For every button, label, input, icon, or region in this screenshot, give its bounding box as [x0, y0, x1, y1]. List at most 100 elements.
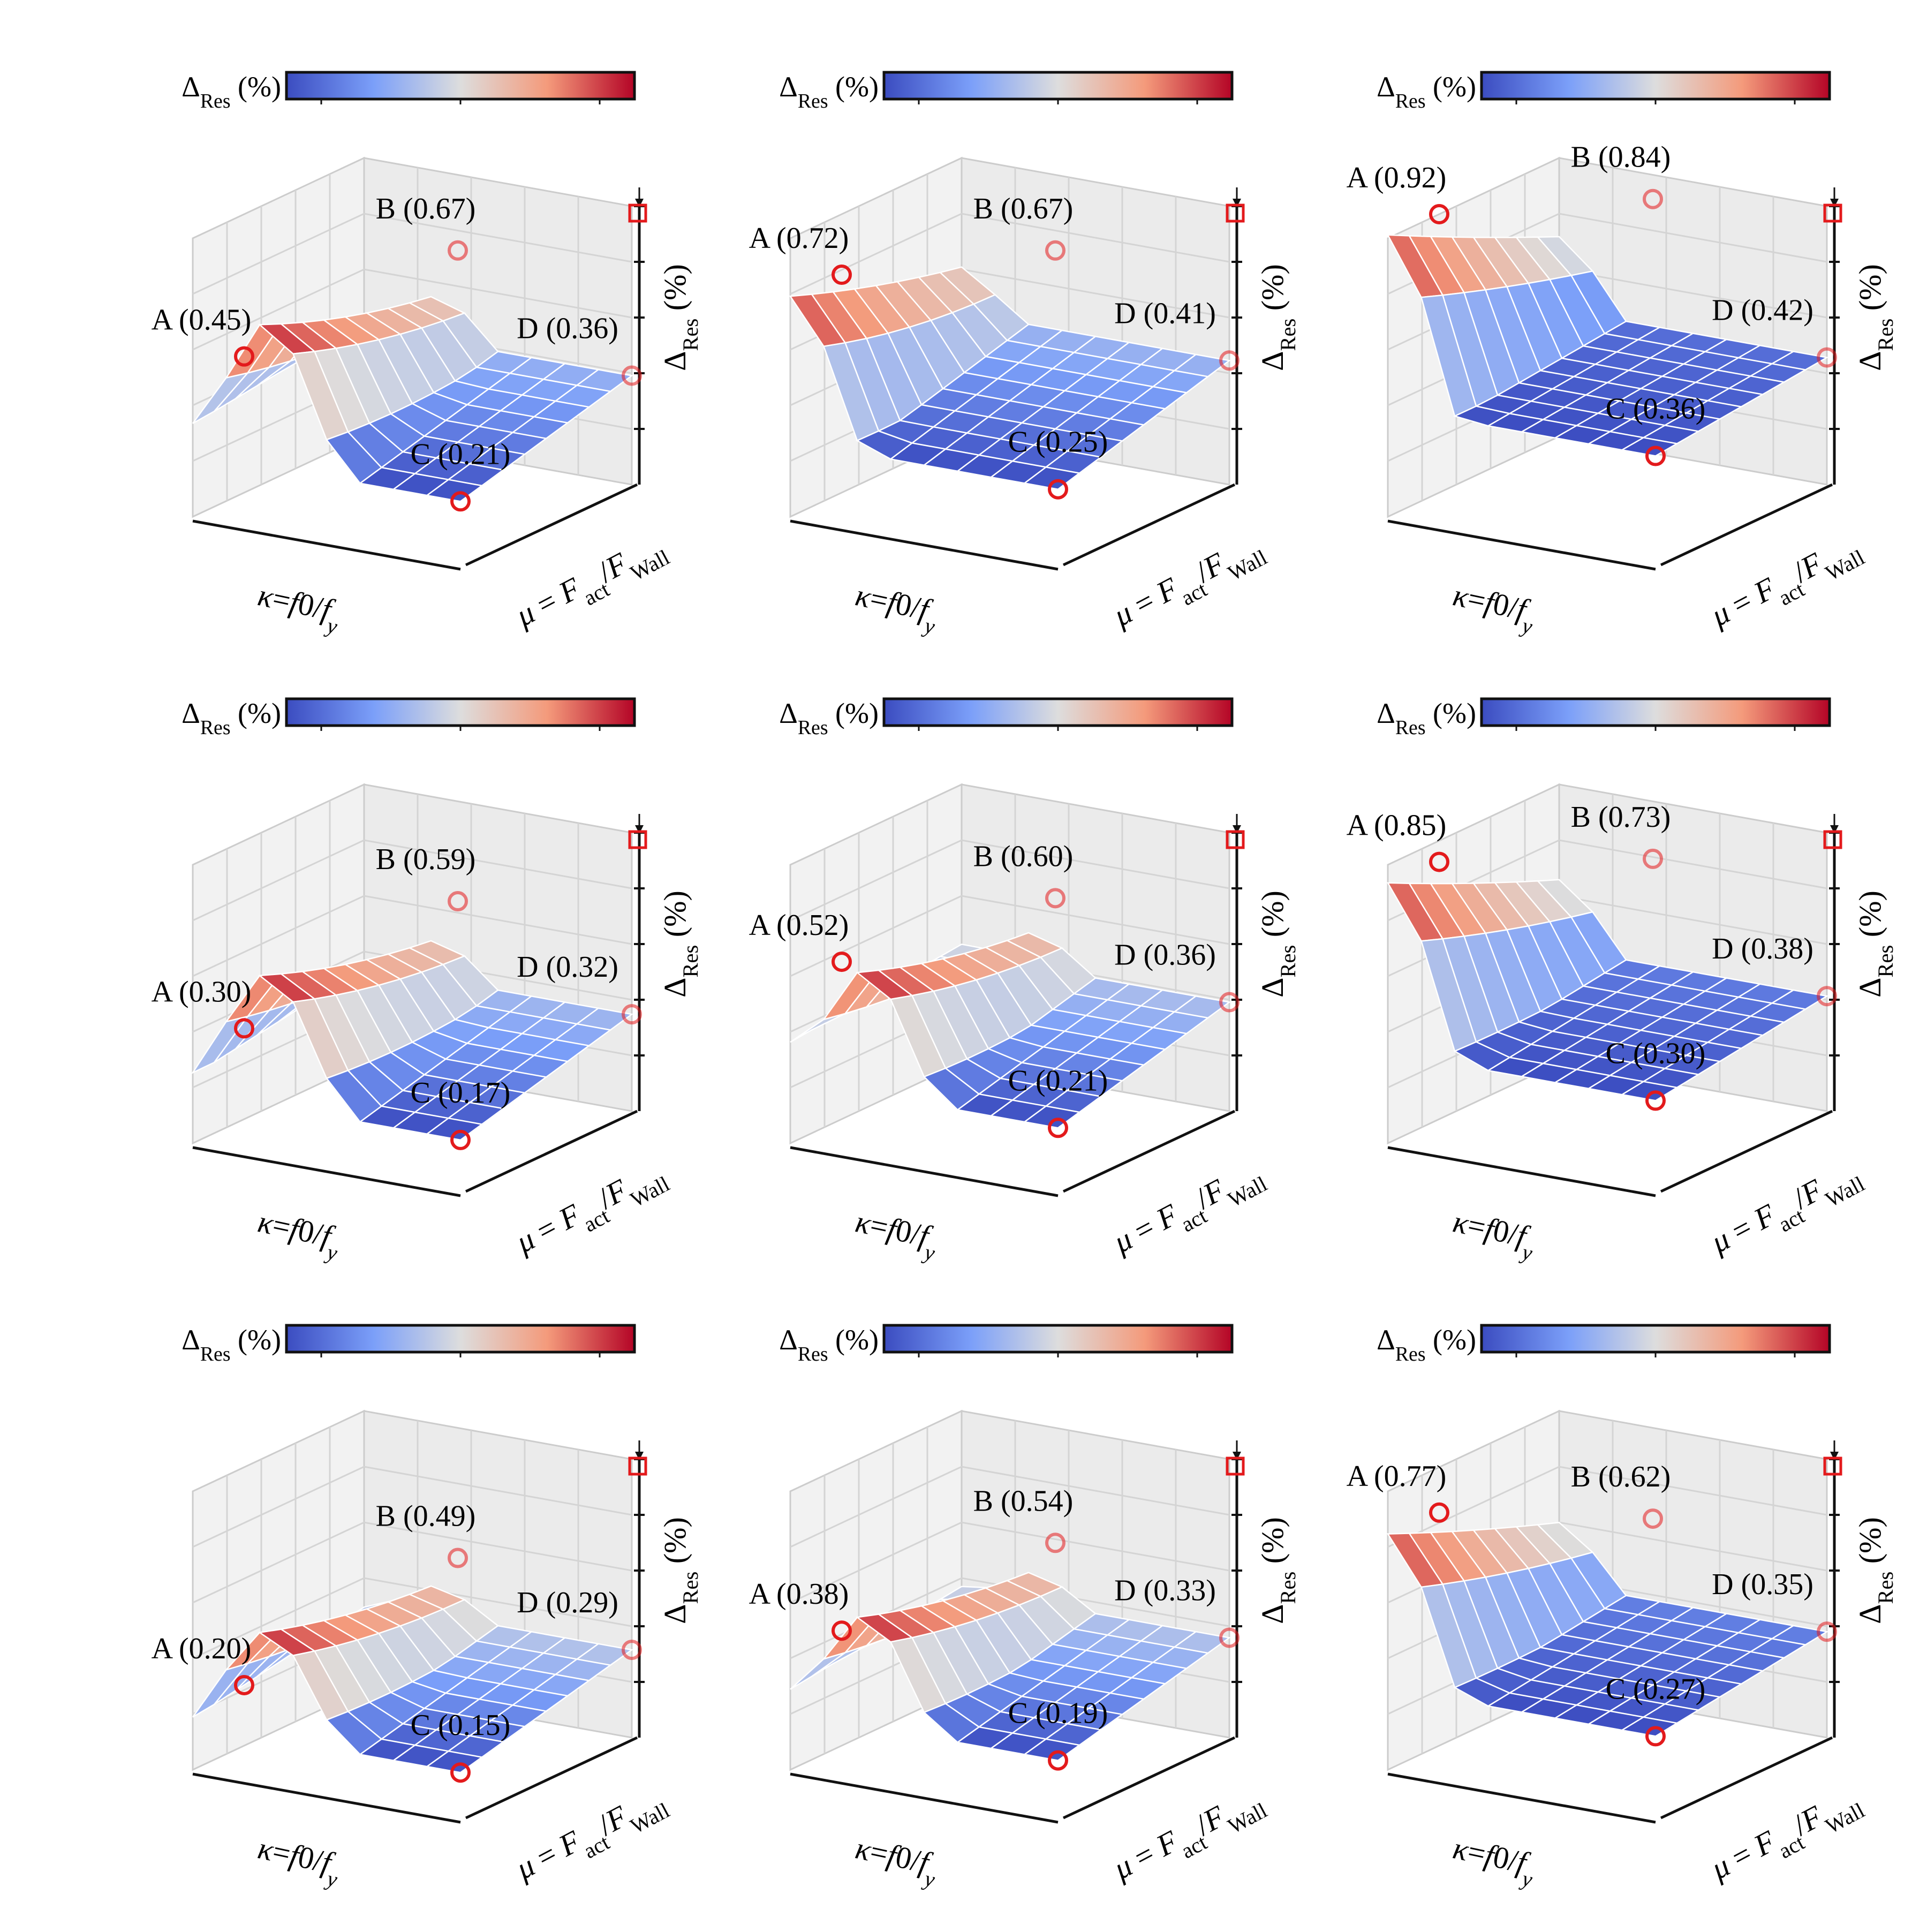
z-axis-label: ΔRes (%)	[1255, 264, 1300, 371]
z-axis-label: ΔRes (%)	[658, 890, 702, 998]
annotation-b: B (0.73)	[1571, 801, 1671, 834]
marker-d	[1817, 986, 1837, 1007]
colorbar	[285, 71, 636, 101]
mu-axis-line	[465, 483, 638, 567]
marker-c	[450, 1762, 471, 1783]
annotation-b: B (0.84)	[1571, 141, 1671, 174]
grid-line	[790, 1466, 1230, 1548]
annotation-c: C (0.25)	[1008, 426, 1108, 459]
surface-patch	[425, 479, 484, 502]
colorbar-label: ΔRes (%)	[779, 71, 879, 112]
max-marker-square	[1226, 203, 1245, 223]
marker-d	[622, 1004, 642, 1025]
z-axis-label: ΔRes (%)	[1853, 264, 1898, 371]
marker-c	[1048, 1118, 1068, 1138]
kappa-axis-label: κ=f0/fy	[253, 1204, 344, 1265]
kappa-axis-line	[790, 519, 1059, 571]
panel-a: ΔRes (%) κ=f0/fy μ = Fact/FWall ΔRes (%) A (…	[152, 71, 702, 642]
marker-c	[1645, 1726, 1666, 1747]
colorbar	[285, 697, 636, 727]
mu-axis-line	[1062, 1110, 1236, 1193]
grid-line	[192, 213, 632, 295]
colorbar	[882, 71, 1234, 101]
marker-b	[1643, 848, 1663, 869]
annotation-a: A (0.72)	[749, 222, 849, 255]
marker-b	[448, 240, 468, 261]
marker-c	[1645, 1090, 1666, 1111]
annotation-d: D (0.35)	[1712, 1568, 1813, 1601]
panel-g: ΔRes (%) κ=f0/fy μ = Fact/FWall ΔRes (%) A (…	[152, 1324, 702, 1892]
surface	[191, 940, 634, 1141]
annotation-c: C (0.30)	[1606, 1037, 1706, 1070]
annotation-a: A (0.85)	[1347, 809, 1447, 842]
mu-axis-label: μ = Fact/FWall	[1107, 1779, 1271, 1895]
mu-axis-label: μ = Fact/FWall	[1705, 526, 1869, 642]
z-top-arrowhead	[1233, 825, 1241, 834]
mu-axis-label: μ = Fact/FWall	[1705, 1779, 1869, 1895]
marker-b	[1045, 888, 1065, 909]
colorbar	[1480, 697, 1831, 727]
panel-c: ΔRes (%) κ=f0/fy μ = Fact/FWall ΔRes (%) A (…	[1347, 71, 1898, 642]
z-axis-label: ΔRes (%)	[658, 1517, 702, 1624]
marker-c	[450, 1129, 471, 1150]
mu-axis-label: μ = Fact/FWall	[1107, 1153, 1271, 1268]
colorbar-label: ΔRes (%)	[1377, 697, 1476, 739]
annotation-d: D (0.38)	[1712, 932, 1813, 965]
kappa-axis-line	[1387, 519, 1656, 571]
grid-line	[192, 1466, 632, 1548]
grid-line	[192, 839, 632, 922]
z-axis-label: ΔRes (%)	[1853, 890, 1898, 998]
marker-c	[450, 491, 471, 512]
kappa-axis-label: κ=f0/fy	[850, 577, 942, 638]
annotation-d: D (0.29)	[517, 1586, 618, 1619]
marker-a	[1429, 1502, 1449, 1523]
colorbar-label: ΔRes (%)	[779, 1324, 879, 1365]
annotation-c: C (0.17)	[411, 1076, 511, 1110]
colorbar	[882, 697, 1234, 727]
annotation-a: A (0.38)	[749, 1578, 849, 1611]
annotation-a: A (0.30)	[152, 975, 252, 1008]
surface	[192, 296, 634, 502]
z-axis-label: ΔRes (%)	[1255, 890, 1300, 998]
mu-axis-line	[465, 1110, 638, 1193]
marker-a	[234, 1018, 254, 1039]
mu-axis-line	[1062, 483, 1236, 567]
surface-patch	[425, 1117, 484, 1141]
annotation-c: C (0.15)	[411, 1709, 511, 1742]
surface-patch	[425, 1750, 484, 1773]
kappa-axis-label: κ=f0/fy	[1448, 1830, 1539, 1891]
annotation-d: D (0.36)	[1114, 939, 1216, 972]
mu-axis-label: μ = Fact/FWall	[510, 526, 674, 642]
kappa-axis-line	[192, 519, 461, 571]
max-marker-square	[1226, 830, 1245, 849]
panel-b: ΔRes (%) κ=f0/fy μ = Fact/FWall ΔRes (%) A (…	[749, 71, 1300, 639]
annotation-a: A (0.45)	[152, 304, 252, 337]
kappa-axis-label: κ=f0/fy	[1448, 577, 1539, 638]
panel-h: ΔRes (%) κ=f0/fy μ = Fact/FWall ΔRes (%) A (…	[749, 1324, 1300, 1895]
kappa-axis-line	[790, 1146, 1059, 1197]
colorbar	[1480, 71, 1831, 101]
annotation-c: C (0.19)	[1008, 1697, 1108, 1730]
kappa-axis-label: κ=f0/fy	[850, 1204, 942, 1265]
marker-a	[832, 265, 852, 285]
marker-b	[448, 1548, 468, 1568]
marker-d	[1219, 1627, 1240, 1648]
max-marker-square	[1823, 830, 1842, 849]
kappa-axis-line	[1387, 1772, 1656, 1824]
grid-line	[192, 1521, 632, 1604]
mu-axis-label: μ = Fact/FWall	[510, 1153, 674, 1268]
marker-b	[1045, 1533, 1065, 1553]
surface	[192, 1585, 634, 1773]
annotation-b: B (0.67)	[973, 192, 1074, 225]
marker-d	[1817, 347, 1837, 368]
kappa-axis-label: κ=f0/fy	[253, 1830, 344, 1891]
surface	[790, 1572, 1231, 1761]
annotation-d: D (0.42)	[1712, 294, 1813, 327]
colorbar-label: ΔRes (%)	[1377, 1324, 1476, 1365]
annotation-d: D (0.41)	[1114, 297, 1216, 330]
panel-e: ΔRes (%) κ=f0/fy μ = Fact/FWall ΔRes (%) A (…	[749, 697, 1300, 1268]
surface	[790, 932, 1231, 1129]
z-top-arrowhead	[1233, 199, 1241, 207]
marker-d	[1219, 992, 1240, 1013]
